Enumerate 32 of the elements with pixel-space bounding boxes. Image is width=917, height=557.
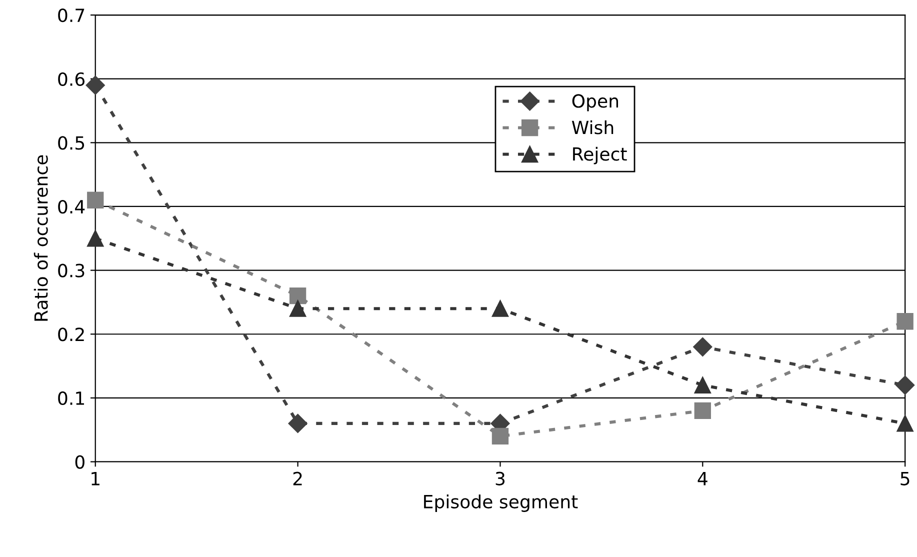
point [492, 428, 509, 445]
point [694, 402, 711, 420]
point [896, 313, 914, 330]
x-tick-label: 5 [900, 472, 910, 486]
point [289, 300, 306, 317]
y-tick-label: 0.2 [58, 328, 84, 342]
x-tick-label: 3 [496, 472, 505, 486]
legend-label: Reject [573, 146, 627, 164]
x-tick-label: 2 [293, 472, 302, 486]
point [492, 300, 509, 317]
y-tick-label: 0.5 [58, 136, 84, 150]
point [87, 192, 104, 208]
y-tick-label: 0 [75, 455, 84, 469]
y-tick-label: 0.3 [58, 264, 84, 278]
y-tick-label: 0.6 [58, 72, 85, 86]
point [288, 414, 308, 433]
legend-label: Open [572, 94, 618, 112]
point [87, 230, 104, 247]
x-tick-label: 1 [92, 472, 100, 486]
point [693, 337, 712, 356]
legend-label: Wish [572, 120, 614, 134]
point [896, 415, 914, 432]
y-axis-title: Ratio of occurence [34, 155, 48, 321]
x-tick-label: 4 [698, 472, 708, 486]
x-axis-title: Episode segment [424, 494, 578, 512]
point [86, 76, 105, 95]
point [694, 376, 711, 394]
y-tick-label: 0.1 [58, 391, 84, 406]
point [289, 287, 306, 304]
point [896, 376, 915, 395]
y-tick-label: 0.4 [58, 200, 85, 214]
y-tick-label: 0.7 [58, 8, 84, 22]
